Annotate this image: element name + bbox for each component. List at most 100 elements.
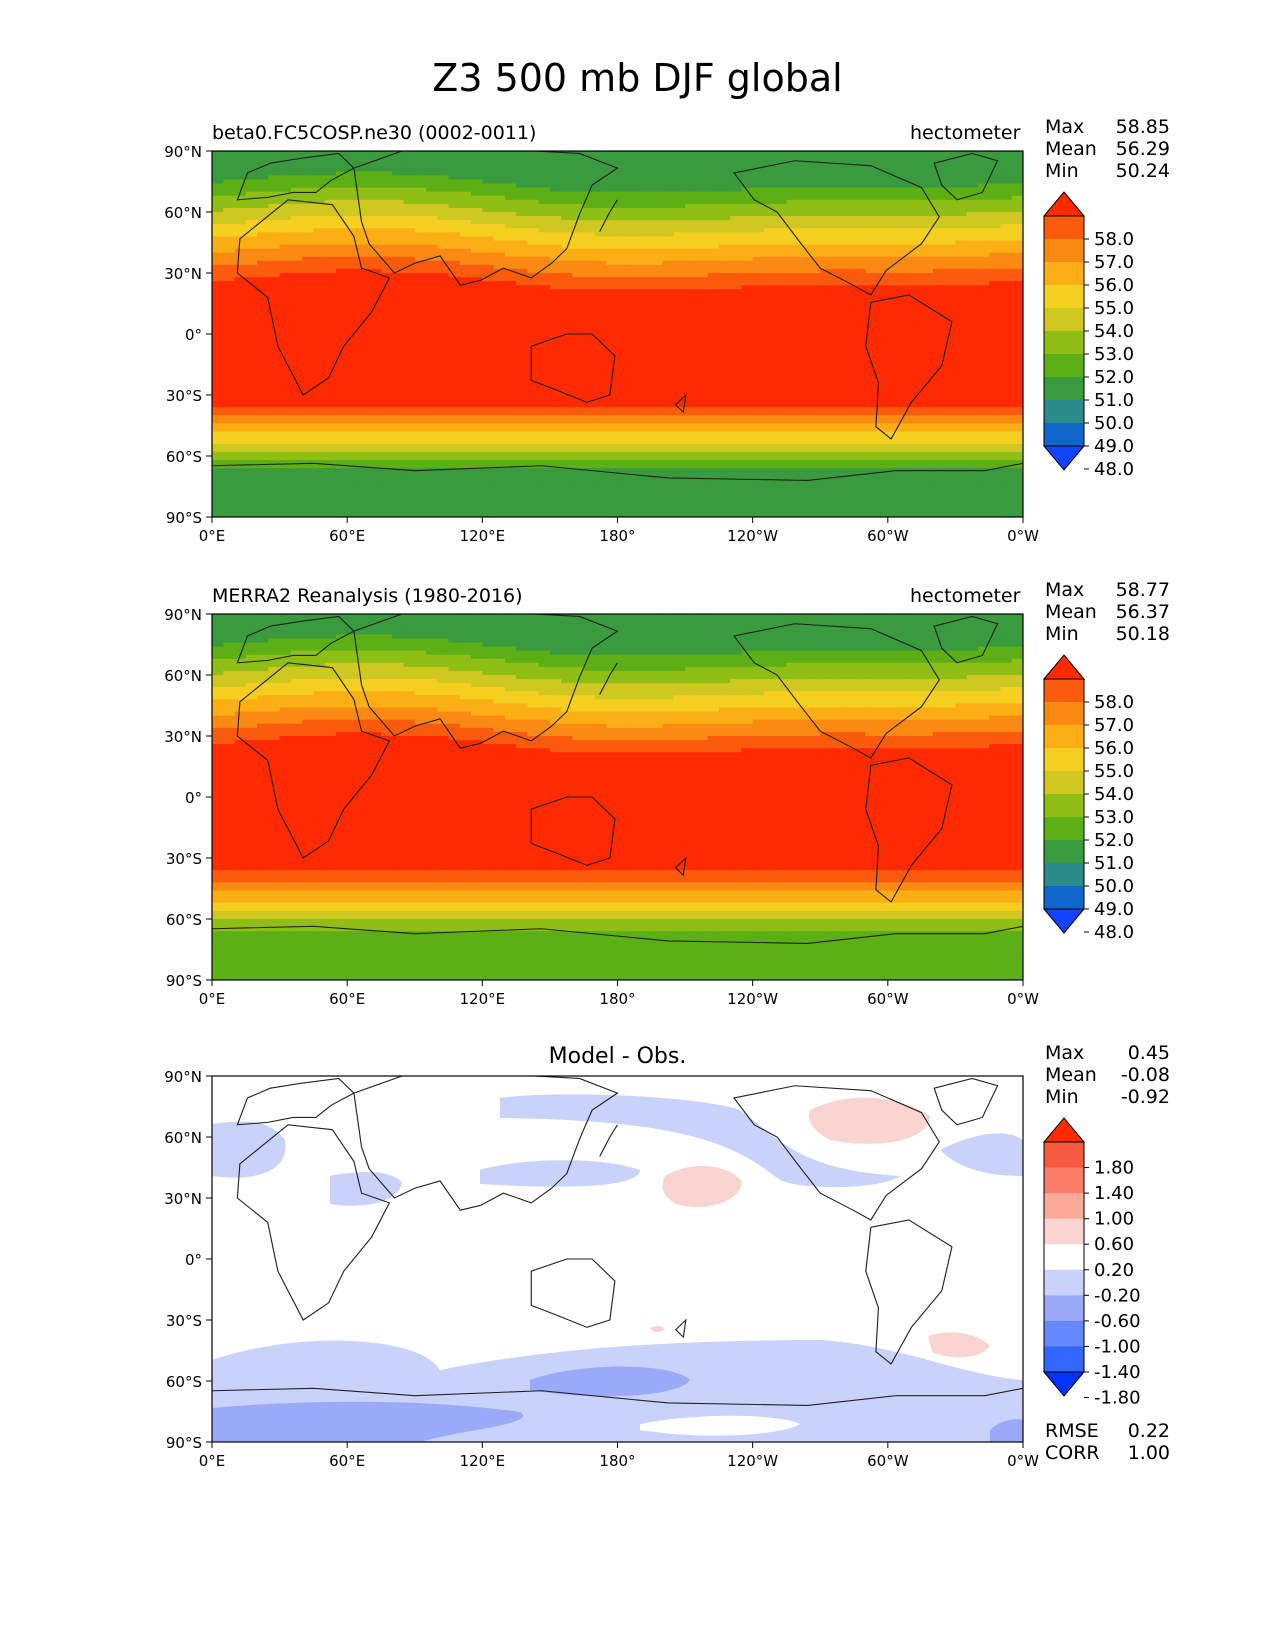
field-cell <box>437 289 450 294</box>
field-cell <box>808 390 821 396</box>
field-cell <box>482 187 495 193</box>
field-cell <box>775 268 788 274</box>
field-cell <box>808 419 821 425</box>
field-cell <box>257 423 269 429</box>
field-cell <box>561 236 574 242</box>
field-cell <box>606 289 619 294</box>
field-cell <box>448 281 461 286</box>
field-cell <box>617 329 630 335</box>
field-cell <box>538 329 551 335</box>
field-cell <box>741 305 754 311</box>
field-cell <box>549 212 562 217</box>
field-cell <box>572 212 585 217</box>
field-cell <box>696 244 709 250</box>
field-cell <box>459 163 472 168</box>
field-cell <box>358 342 371 347</box>
field-cell <box>448 268 461 274</box>
field-cell <box>921 317 934 323</box>
field-cell <box>966 390 979 396</box>
field-cell <box>977 220 990 225</box>
field-cell <box>414 313 427 319</box>
field-cell <box>504 313 517 319</box>
field-cell <box>640 179 652 185</box>
field-cell <box>279 362 292 368</box>
field-cell <box>854 354 866 359</box>
field-cell <box>471 171 483 176</box>
field-cell <box>797 203 810 209</box>
field-cell <box>369 382 382 388</box>
field-cell <box>651 386 664 392</box>
field-cell <box>944 240 957 246</box>
field-cell <box>651 350 664 355</box>
field-cell <box>628 386 641 392</box>
field-cell <box>448 411 461 416</box>
field-cell <box>831 183 844 189</box>
field-cell <box>1000 277 1013 282</box>
field-cell <box>763 350 776 355</box>
field-cell <box>392 390 405 396</box>
field-cell <box>426 338 438 343</box>
field-cell <box>865 195 878 201</box>
field-cell <box>324 216 337 221</box>
field-cell <box>854 175 866 181</box>
field-cell <box>561 378 574 384</box>
field-cell <box>718 362 731 368</box>
field-cell <box>876 260 889 266</box>
field-cell <box>820 220 833 225</box>
field-cell <box>966 329 979 335</box>
field-cell <box>482 382 495 388</box>
field-cell <box>482 399 495 404</box>
field-cell <box>1011 240 1023 246</box>
field-cell <box>808 342 821 347</box>
field-cell <box>257 207 269 213</box>
field-cell <box>977 248 990 254</box>
field-cell <box>842 240 855 246</box>
field-cell <box>268 277 281 282</box>
field-cell <box>808 151 821 156</box>
field-cell <box>302 370 314 376</box>
field-cell <box>797 293 810 298</box>
field-cell <box>279 240 292 246</box>
field-cell <box>910 232 923 237</box>
field-cell <box>977 293 990 298</box>
field-cell <box>865 248 878 254</box>
field-cell <box>257 366 269 372</box>
field-cell <box>989 321 1002 327</box>
field-cell <box>335 419 348 425</box>
field-cell <box>583 228 596 233</box>
field-cell <box>437 407 450 412</box>
field-cell <box>471 224 483 229</box>
field-cell <box>1000 419 1013 425</box>
field-cell <box>662 183 675 189</box>
field-cell <box>763 236 776 242</box>
field-cell <box>673 289 686 294</box>
field-cell <box>358 248 371 254</box>
field-cell <box>921 224 934 229</box>
field-cell <box>797 386 810 392</box>
field-cell <box>234 382 247 388</box>
field-cell <box>876 236 889 242</box>
field-cell <box>358 399 371 404</box>
field-cell <box>347 329 360 335</box>
field-cell <box>245 281 258 286</box>
field-cell <box>1000 236 1013 242</box>
field-cell <box>335 167 348 172</box>
field-cell <box>932 423 945 429</box>
field-cell <box>865 212 878 217</box>
field-cell <box>538 228 551 233</box>
field-cell <box>302 382 314 388</box>
field-cell <box>752 382 765 388</box>
field-cell <box>324 374 337 380</box>
field-cell <box>516 195 528 201</box>
field-cell <box>1011 338 1023 343</box>
field-cell <box>538 268 551 274</box>
field-cell <box>527 171 540 176</box>
field-cell <box>212 342 224 347</box>
field-cell <box>707 301 720 307</box>
field-cell <box>741 281 754 286</box>
field-cell <box>628 289 641 294</box>
field-cell <box>820 390 833 396</box>
field-cell <box>583 354 596 359</box>
field-cell <box>403 305 416 311</box>
field-cell <box>628 407 641 412</box>
